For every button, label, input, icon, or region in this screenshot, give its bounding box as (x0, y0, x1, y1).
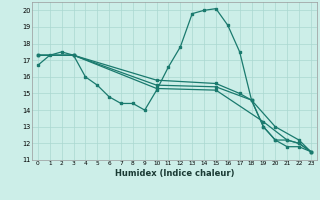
X-axis label: Humidex (Indice chaleur): Humidex (Indice chaleur) (115, 169, 234, 178)
